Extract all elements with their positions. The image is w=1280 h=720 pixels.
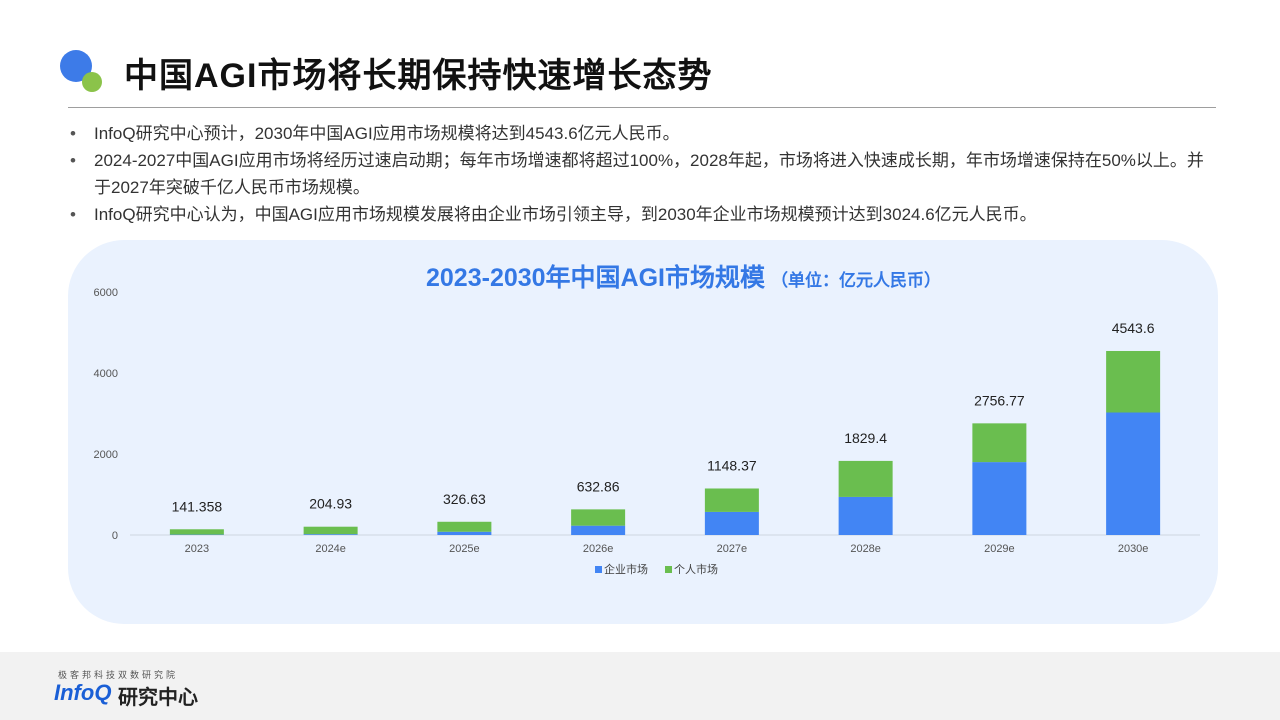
bullet-marker: • <box>70 124 76 143</box>
chart-title: 2023-2030年中国AGI市场规模 （单位：亿元人民币） <box>426 258 941 294</box>
x-tick-label: 2025e <box>449 543 480 555</box>
bar-segment <box>437 521 492 532</box>
y-tick-label: 6000 <box>94 287 118 299</box>
x-tick-label: 2024e <box>315 543 346 555</box>
legend-label: 个人市场 <box>674 562 718 576</box>
bar-segment <box>838 460 893 497</box>
bullet-item: • 2024-2027中国AGI应用市场将经历过速启动期；每年市场增速都将超过1… <box>70 147 1210 201</box>
bar-segment <box>704 511 759 535</box>
data-label: 4543.6 <box>1112 320 1155 336</box>
bar-segment <box>704 488 759 512</box>
title-decoration <box>60 50 110 95</box>
bar-segment <box>972 423 1027 463</box>
bullet-marker: • <box>70 151 76 170</box>
bar-segment <box>571 509 626 526</box>
bar-segment <box>303 534 358 535</box>
y-tick-label: 0 <box>112 530 118 542</box>
footer <box>0 652 1280 720</box>
bar-segment <box>437 531 492 535</box>
x-tick-label: 2030e <box>1118 543 1149 555</box>
bullet-list: • InfoQ研究中心预计，2030年中国AGI应用市场规模将达到4543.6亿… <box>70 120 1210 228</box>
data-label: 1148.37 <box>707 457 757 473</box>
y-tick-label: 4000 <box>94 368 118 380</box>
data-label: 632.86 <box>577 478 620 494</box>
bullet-text: InfoQ研究中心预计，2030年中国AGI应用市场规模将达到4543.6亿元人… <box>94 124 680 143</box>
legend-label: 企业市场 <box>604 562 648 576</box>
y-tick-label: 2000 <box>94 449 118 461</box>
data-label: 2756.77 <box>974 392 1025 408</box>
bullet-marker: • <box>70 205 76 224</box>
data-label: 326.63 <box>443 491 486 507</box>
title-divider <box>68 107 1216 108</box>
x-tick-label: 2026e <box>583 543 614 555</box>
legend-swatch <box>595 566 602 573</box>
bar-segment <box>972 462 1027 535</box>
data-label: 1829.4 <box>844 430 887 446</box>
stacked-bar-chart: 0 2000 4000 6000 141.358 2023 204.93 2024e 326.6… <box>94 287 1200 576</box>
bullet-text: 2024-2027中国AGI应用市场将经历过速启动期；每年市场增速都将超过100… <box>94 151 1204 197</box>
data-label: 141.358 <box>172 498 223 514</box>
bar-segment <box>303 526 358 535</box>
chart-unit: （单位：亿元人民币） <box>771 271 942 290</box>
x-tick-label: 2027e <box>717 543 748 555</box>
bar-segment <box>1106 412 1161 535</box>
data-label: 204.93 <box>309 496 352 512</box>
bar-segment <box>169 529 224 535</box>
bar-segment <box>571 525 626 535</box>
footer-tagline: 极客邦科技双数研究院 <box>58 670 179 680</box>
x-tick-label: 2028e <box>850 543 881 555</box>
bullet-item: • InfoQ研究中心预计，2030年中国AGI应用市场规模将达到4543.6亿… <box>70 120 1210 147</box>
bullet-text: InfoQ研究中心认为，中国AGI应用市场规模发展将由企业市场引领主导，到203… <box>94 205 1037 224</box>
bullet-item: • InfoQ研究中心认为，中国AGI应用市场规模发展将由企业市场引领主导，到2… <box>70 201 1210 228</box>
x-tick-label: 2023 <box>185 543 209 555</box>
green-dot-icon <box>82 72 102 92</box>
footer-logo-suffix: 研究中心 <box>118 687 198 709</box>
legend-swatch <box>665 566 672 573</box>
footer-logo-brand: InfoQ <box>54 680 112 705</box>
page-title: 中国AGI市场将长期保持快速增长态势 <box>124 57 713 95</box>
bar-segment <box>838 496 893 535</box>
x-tick-label: 2029e <box>984 543 1015 555</box>
bar-segment <box>1106 350 1161 413</box>
chart-title-text: 2023-2030年中国AGI市场规模 <box>426 264 766 292</box>
